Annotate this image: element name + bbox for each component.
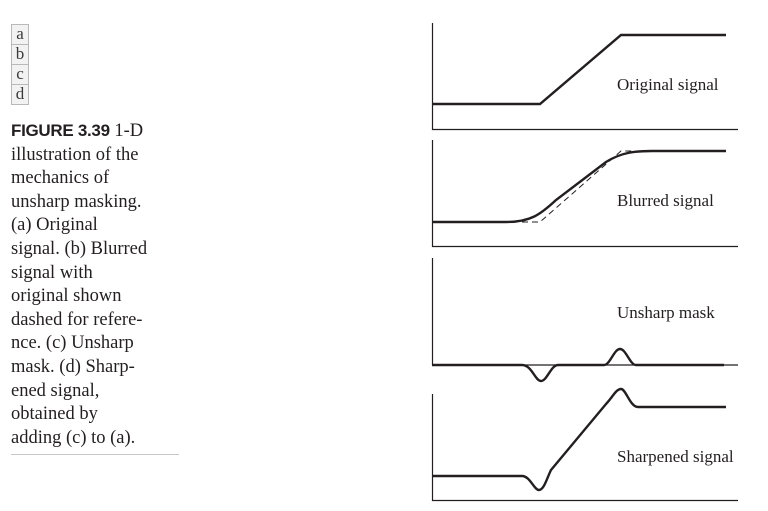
caption-line: (a) Original (11, 215, 98, 236)
caption-line: signal. (b) Blurred (11, 238, 148, 259)
panel-sharpened: Sharpened signal (431, 387, 738, 502)
caption-line: unsharp masking. (11, 191, 142, 212)
caption-line: illustration of the (11, 144, 139, 165)
sharpened-signal-curve (432, 387, 726, 492)
axis-blurred (431, 140, 738, 248)
caption-line: 1-D (109, 121, 144, 141)
panel-letter-column: a b c d (11, 24, 29, 105)
panel-letter-b: b (11, 44, 29, 64)
panel-original: Original signal (431, 23, 738, 131)
panel-letter-d: d (11, 84, 29, 105)
caption-line: ened signal, (11, 380, 100, 401)
label-blurred-signal: Blurred signal (617, 191, 714, 210)
caption-label: FIGURE 3.39 (11, 121, 110, 140)
caption-line: original shown (11, 286, 122, 307)
panel-blurred: Blurred signal (431, 140, 738, 248)
blurred-signal-curve (432, 149, 726, 224)
caption-line: adding (c) to (a). (11, 427, 136, 448)
caption-line: signal with (11, 262, 93, 283)
caption-line: nce. (c) Unsharp (11, 333, 134, 354)
original-signal-curve (432, 33, 726, 106)
axis-sharpened (431, 394, 738, 502)
caption-line: dashed for refere- (11, 309, 143, 330)
panel-unsharp-mask: Unsharp mask (431, 258, 738, 383)
caption-line: mechanics of (11, 168, 110, 189)
caption-line: mask. (d) Sharp- (11, 356, 135, 377)
unsharp-mask-curve (432, 347, 724, 383)
label-original-signal: Original signal (617, 75, 719, 94)
axis-original (431, 23, 738, 131)
original-signal-dashed (432, 150, 726, 223)
panel-letter-c: c (11, 64, 29, 84)
panel-letter-a: a (11, 24, 29, 44)
caption-line: obtained by (11, 404, 98, 425)
figure-caption: FIGURE 3.39 1-D illustration of the mechan… (11, 119, 179, 456)
label-unsharp-mask: Unsharp mask (617, 303, 715, 322)
label-sharpened-signal: Sharpened signal (617, 447, 734, 466)
